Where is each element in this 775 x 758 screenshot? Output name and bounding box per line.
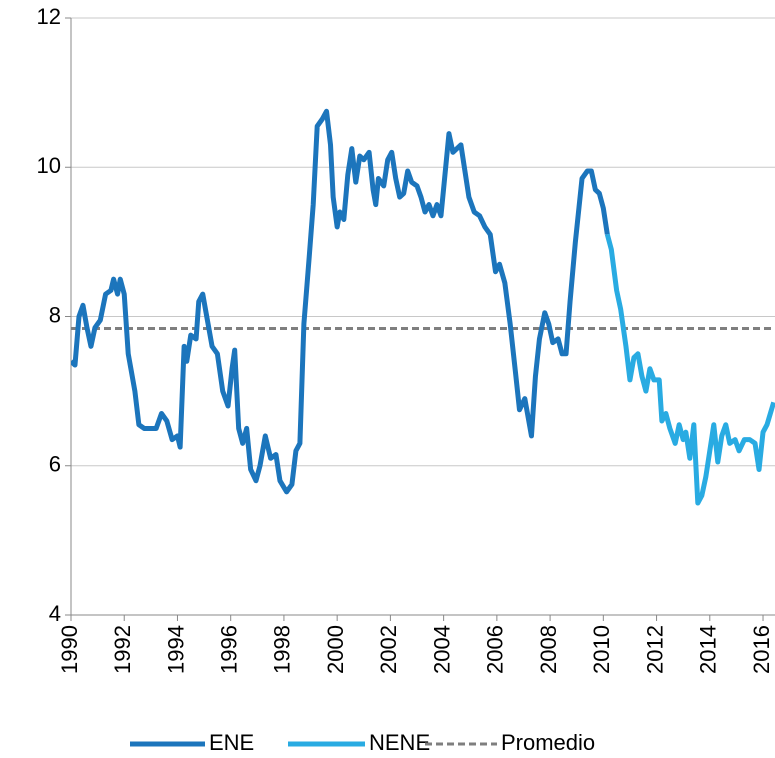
x-tick-label: 2014 (696, 625, 721, 674)
x-tick-label: 1992 (110, 625, 135, 674)
x-tick-label: 1994 (163, 625, 188, 674)
x-tick-label: 2000 (323, 625, 348, 674)
data-line (71, 108, 610, 495)
x-tick-label: 1998 (270, 625, 295, 674)
y-tick-label: 6 (49, 452, 61, 477)
legend-label: NENE (369, 730, 430, 755)
y-tick-label: 10 (37, 153, 61, 178)
x-tick-label: 2016 (749, 625, 774, 674)
x-tick-label: 2004 (429, 625, 454, 674)
x-tick-label: 2006 (483, 625, 508, 674)
legend-label: ENE (209, 730, 254, 755)
y-tick-label: 4 (49, 601, 61, 626)
x-tick-label: 2008 (536, 625, 561, 674)
x-tick-label: 2010 (589, 625, 614, 674)
x-tick-label: 1996 (217, 625, 242, 674)
legend-label: Promedio (501, 730, 595, 755)
y-tick-label: 8 (49, 302, 61, 327)
x-tick-label: 2012 (642, 625, 667, 674)
x-tick-label: 2002 (376, 625, 401, 674)
y-tick-label: 12 (37, 4, 61, 29)
x-tick-label: 1990 (57, 625, 82, 674)
data-line (604, 233, 775, 506)
